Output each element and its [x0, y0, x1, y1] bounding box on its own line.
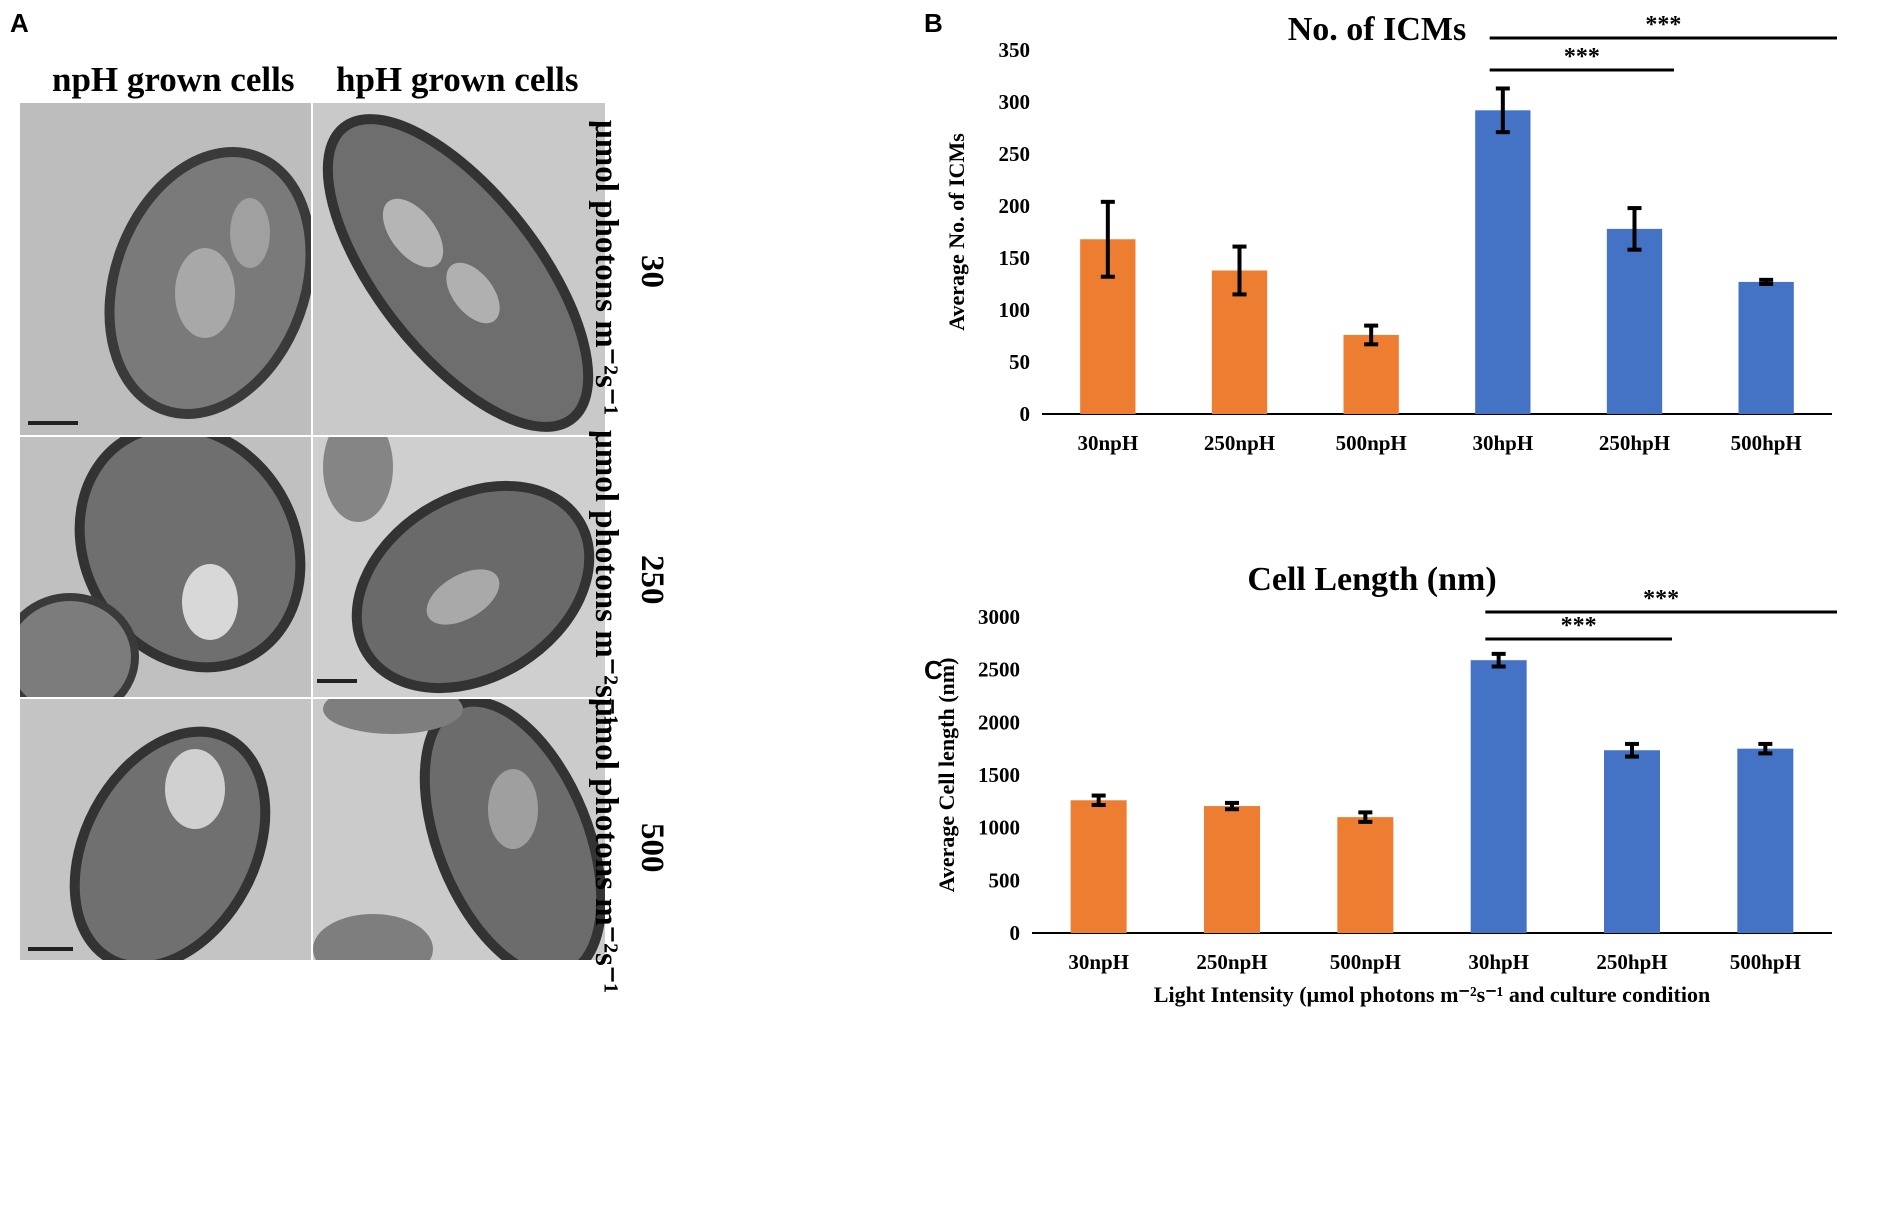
x-tick-label: 500hpH: [1730, 950, 1801, 974]
x-tick-label: 500npH: [1336, 431, 1407, 455]
y-tick-label: 150: [999, 246, 1031, 270]
significance-label: ***: [1645, 12, 1681, 38]
x-tick-label: 250hpH: [1599, 431, 1670, 455]
row-label-500-units: μmol photons m⁻²s⁻¹: [588, 698, 624, 994]
row-label-250-units: μmol photons m⁻²s⁻¹: [588, 430, 624, 726]
bar-250npH: [1204, 806, 1260, 933]
bar-30hpH: [1475, 110, 1531, 414]
bar-500hpH: [1737, 748, 1794, 933]
cell-image: [313, 103, 605, 435]
column-header-nph: npH grown cells: [52, 60, 295, 99]
chart-icms: No. of ICMs Average No. of ICMs 0 50 100 150 2…: [944, 11, 1837, 455]
y-axis-label: Average Cell length (nm): [934, 658, 959, 893]
bar-500npH: [1343, 334, 1399, 414]
micrograph-hpH-30: [313, 103, 605, 435]
x-tick-label: 30npH: [1068, 950, 1129, 974]
y-tick-label: 1000: [978, 816, 1020, 840]
x-tick-label: 250npH: [1196, 950, 1267, 974]
significance-label: ***: [1561, 613, 1597, 639]
significance-label: ***: [1643, 586, 1679, 612]
y-tick-label: 350: [999, 38, 1031, 62]
row-label-500: 500 μmol photons m⁻²s⁻¹: [587, 698, 670, 993]
panel-b-letter: B: [924, 8, 943, 38]
bar-30npH: [1070, 800, 1127, 933]
row-label-250: 250 μmol photons m⁻²s⁻¹: [587, 430, 670, 725]
panel-a-letter: A: [10, 8, 29, 38]
cell-image: [313, 699, 605, 960]
y-tick-label: 200: [999, 194, 1031, 218]
y-tick-label: 2000: [978, 710, 1020, 734]
significance-label: ***: [1564, 44, 1600, 70]
row-label-30: 30 μmol photons m⁻²s⁻¹: [587, 120, 670, 415]
y-tick-label: 0: [1020, 402, 1031, 426]
bar-250hpH: [1604, 750, 1660, 933]
y-tick-label: 300: [999, 90, 1031, 114]
y-tick-label: 500: [989, 868, 1021, 892]
bar-500npH: [1337, 817, 1394, 933]
chart-title: Cell Length (nm): [1247, 561, 1496, 598]
micrograph-grid: [20, 103, 605, 960]
x-tick-label: 500hpH: [1731, 431, 1802, 455]
y-tick-label: 0: [1010, 921, 1021, 945]
panel-c-letter: C: [924, 655, 943, 685]
x-tick-label: 250npH: [1204, 431, 1275, 455]
y-tick-label: 100: [999, 298, 1031, 322]
micrograph-npH-500: [20, 699, 311, 960]
micrograph-hpH-250: [313, 437, 605, 697]
cell-image: [313, 437, 605, 697]
y-tick-label: 50: [1009, 350, 1030, 374]
chart-title: No. of ICMs: [1288, 11, 1466, 48]
row-label-30-units: μmol photons m⁻²s⁻¹: [588, 120, 624, 416]
y-tick-label: 1500: [978, 763, 1020, 787]
bar-30hpH: [1470, 660, 1527, 933]
x-tick-label: 30hpH: [1472, 431, 1533, 455]
row-label-30-value: 30: [634, 255, 670, 288]
column-header-hph: hpH grown cells: [336, 60, 579, 99]
x-tick-label: 250hpH: [1596, 950, 1667, 974]
x-tick-label: 30npH: [1077, 431, 1138, 455]
cell-image: [20, 437, 311, 697]
x-axis-label: Light Intensity (μmol photons m⁻²s⁻¹ and…: [1154, 982, 1710, 1007]
x-tick-label: 30hpH: [1468, 950, 1529, 974]
cell-image: [20, 103, 311, 435]
y-tick-label: 3000: [978, 605, 1020, 629]
cell-image: [20, 699, 311, 960]
y-axis-label: Average No. of ICMs: [944, 133, 969, 331]
row-label-500-value: 500: [634, 823, 670, 873]
x-tick-label: 500npH: [1330, 950, 1401, 974]
bar-500hpH: [1738, 281, 1794, 414]
micrograph-npH-250: [20, 437, 311, 697]
y-tick-label: 2500: [978, 658, 1020, 682]
micrograph-hpH-500: [313, 699, 605, 960]
micrograph-npH-30: [20, 103, 311, 435]
y-tick-label: 250: [999, 142, 1031, 166]
chart-cell-length: Cell Length (nm) Average Cell length (nm)…: [934, 561, 1837, 1007]
bar-250hpH: [1606, 228, 1663, 414]
